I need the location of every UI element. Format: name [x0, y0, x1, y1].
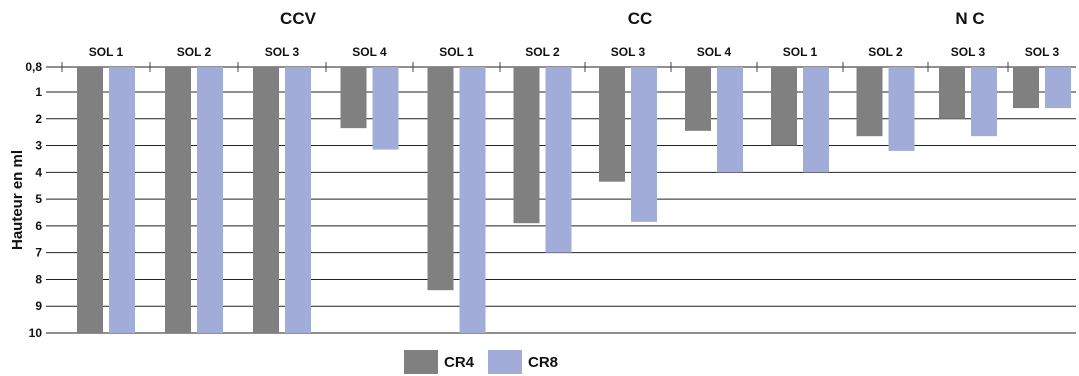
- y-tick-label: 4: [35, 165, 42, 179]
- category-label: SOL 3: [611, 45, 646, 59]
- y-tick-label: 6: [35, 219, 42, 233]
- bar-cr4: [685, 67, 711, 131]
- bar-cr4: [427, 67, 454, 291]
- y-axis-ticks: 0,8 1 2 3 4 5 6 7 8 9 10: [25, 60, 42, 340]
- legend-swatch-cr8: [488, 350, 523, 374]
- bar-cr4: [856, 67, 883, 137]
- y-tick-label: 8: [35, 272, 42, 286]
- category-label: SOL 3: [951, 45, 986, 59]
- bar-cr8: [631, 67, 657, 222]
- group-title: CC: [628, 9, 653, 28]
- legend-item-cr8: CR8: [488, 350, 558, 374]
- y-tick-label: 5: [35, 192, 42, 206]
- y-tick-label: 9: [35, 299, 42, 313]
- bar-cr4: [939, 67, 965, 119]
- category-label: SOL 4: [697, 45, 732, 59]
- bar-cr4: [1013, 67, 1039, 109]
- bar-cr4: [165, 67, 191, 333]
- category-label: SOL 2: [177, 45, 212, 59]
- bar-cr8: [888, 67, 915, 151]
- bar-cr8: [717, 67, 743, 173]
- bar-cr8: [285, 67, 311, 333]
- y-tick-label: 1: [35, 85, 42, 99]
- legend-label-cr4: CR4: [444, 353, 475, 371]
- y-tick-label: 0,8: [25, 60, 42, 74]
- category-labels: SOL 1 SOL 2 SOL 3 SOL 4 SOL 1 SOL 2 SOL 3 SOL 4…: [89, 45, 1060, 59]
- group-title: N C: [955, 9, 984, 28]
- bar-cr4: [77, 67, 103, 333]
- bar-cr4: [599, 67, 625, 182]
- bar-cr8: [372, 67, 399, 150]
- legend-swatch-cr4: [404, 350, 438, 374]
- bar-cr8: [803, 67, 829, 173]
- group-title: CCV: [280, 9, 317, 28]
- bar-cr4: [340, 67, 367, 129]
- y-tick-label: 7: [35, 246, 42, 260]
- bars: [77, 67, 1071, 333]
- bar-cr8: [971, 67, 997, 137]
- bar-cr8: [109, 67, 135, 333]
- bar-cr8: [197, 67, 223, 333]
- category-label: SOL 4: [352, 45, 387, 59]
- category-label: SOL 2: [868, 45, 903, 59]
- category-label: SOL 1: [439, 45, 474, 59]
- category-label: SOL 1: [89, 45, 124, 59]
- bar-cr4: [253, 67, 279, 333]
- group-titles: CCV CC N C: [280, 9, 985, 28]
- legend-label-cr8: CR8: [528, 353, 559, 371]
- y-axis-title: Hauteur en ml: [9, 150, 26, 250]
- category-label: SOL 1: [783, 45, 818, 59]
- y-tick-label: 2: [35, 112, 42, 126]
- legend-item-cr4: CR4: [404, 350, 474, 374]
- bar-cr8: [459, 67, 486, 333]
- bar-cr4: [771, 67, 797, 146]
- bar-cr4: [513, 67, 540, 224]
- category-label: SOL 3: [1025, 45, 1060, 59]
- category-label: SOL 3: [265, 45, 300, 59]
- bar-cr8: [1045, 67, 1071, 109]
- y-tick-label: 10: [29, 326, 43, 340]
- bar-cr8: [545, 67, 572, 253]
- y-tick-label: 3: [35, 139, 42, 153]
- legend: CR4 CR8: [404, 350, 572, 374]
- category-label: SOL 2: [525, 45, 560, 59]
